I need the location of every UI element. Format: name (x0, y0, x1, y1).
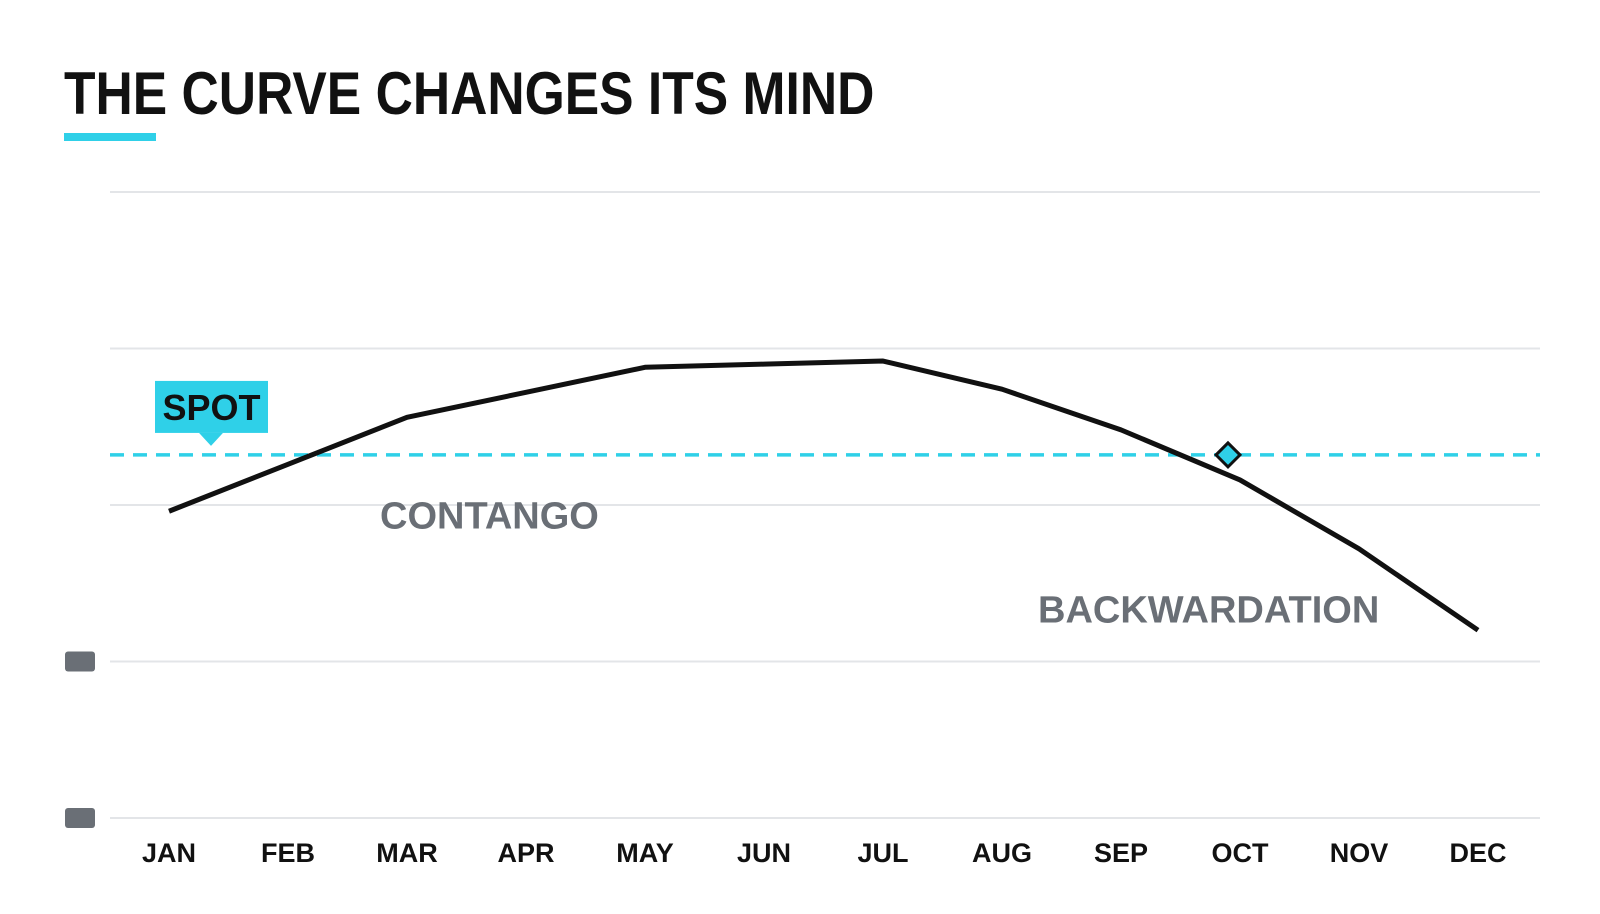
y-axis-markers (65, 651, 95, 828)
x-tick-label: APR (497, 838, 554, 868)
spot-reference: SPOT (110, 380, 1540, 457)
x-tick-label: NOV (1330, 838, 1389, 868)
crossing-diamond-marker (1213, 440, 1243, 470)
series-line (168, 358, 1480, 633)
spot-label: SPOT (162, 387, 260, 428)
x-tick-label: MAR (376, 838, 438, 868)
series (168, 358, 1480, 633)
spot-badge (155, 380, 268, 433)
x-tick-label: MAY (616, 838, 674, 868)
x-tick-label: DEC (1449, 838, 1506, 868)
contango-label: CONTANGO (380, 495, 599, 537)
x-tick-label: JUN (737, 838, 791, 868)
x-axis-ticks: JAN FEB MAR APR MAY JUN JUL AUG SEP OCT NOV DEC (142, 838, 1507, 868)
y-tick-marker (65, 808, 95, 828)
x-tick-label: JAN (142, 838, 196, 868)
x-tick-label: OCT (1212, 838, 1270, 868)
spot-badge-pointer (199, 432, 223, 446)
x-tick-label: AUG (972, 838, 1032, 868)
x-tick-label: JUL (857, 838, 908, 868)
title-underline (64, 133, 156, 141)
annotations: CONTANGO BACKWARDATION (380, 495, 1379, 631)
backwardation-label: BACKWARDATION (1038, 589, 1379, 631)
x-tick-label: SEP (1094, 838, 1148, 868)
y-tick-marker (65, 651, 95, 672)
x-tick-label: FEB (261, 838, 315, 868)
page-title: THE CURVE CHANGES ITS MIND (64, 60, 875, 127)
gridlines (110, 191, 1540, 819)
